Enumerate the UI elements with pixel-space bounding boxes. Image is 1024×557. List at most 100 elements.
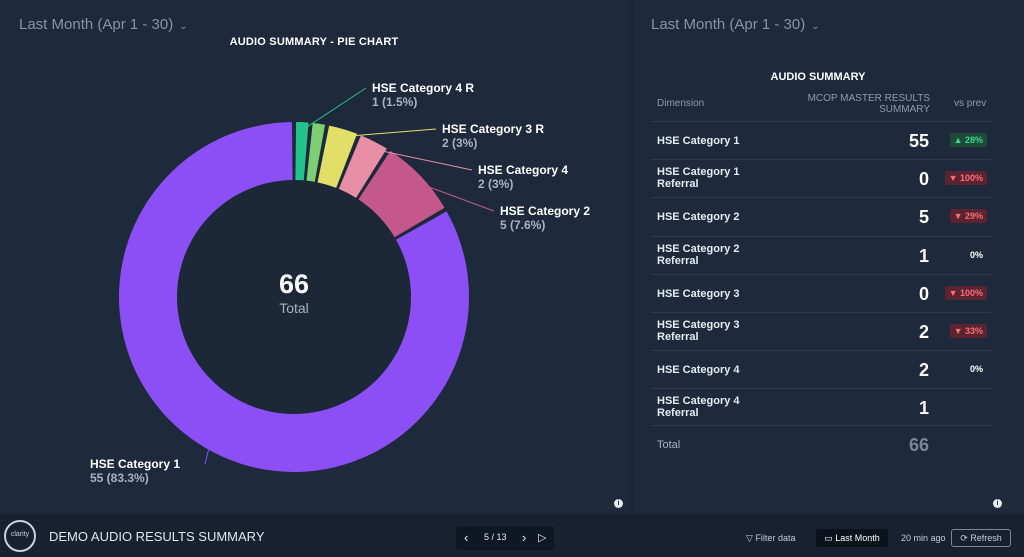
next-page-button[interactable]: › (522, 530, 527, 545)
date-range-dropdown[interactable]: Last Month (Apr 1 - 30) ⌄ (651, 16, 820, 33)
total-label: Total (279, 300, 309, 316)
donut-slice[interactable] (295, 122, 309, 181)
donut-hole (177, 180, 411, 414)
slice-name-label: HSE Category 4 R (372, 81, 474, 95)
slice-value-label: 2 (3%) (442, 136, 477, 150)
row-dimension-line1: HSE Category 4 (657, 364, 740, 377)
calendar-icon: ▭ (824, 533, 833, 543)
slice-name-label: HSE Category 1 (90, 457, 180, 471)
last-month-button[interactable]: ▭ Last Month (816, 529, 888, 547)
date-range-label: Last Month (Apr 1 - 30) (651, 16, 806, 33)
filter-data-label: Filter data (755, 533, 796, 543)
donut-chart: HSE Category 4 R1 (1.5%) HSE Category 3 R… (90, 81, 590, 485)
row-value: 1 (918, 398, 929, 419)
row-dimension-line2: Referral (657, 407, 699, 420)
change-badge: ▼ 29% (949, 209, 987, 224)
leader-line (341, 128, 437, 138)
chart-title: AUDIO SUMMARY - PIE CHART (229, 36, 399, 48)
donut-slice[interactable] (338, 135, 387, 198)
column-header-metric[interactable]: MCOP MASTER RESULTS SUMMARY (784, 93, 930, 115)
filter-data-button[interactable]: ▽ Filter data (746, 533, 795, 544)
row-dimension: HSE Category 3 (657, 288, 740, 300)
table-row: HSE Category 3 0 ▼ 100% (651, 273, 991, 313)
leader-line (414, 181, 495, 212)
column-header-vs-prev[interactable]: vs prev (954, 98, 987, 109)
slice-name-label: HSE Category 2 (500, 204, 590, 218)
row-dimension: HSE Category 4 (657, 364, 740, 376)
row-dimension: HSE Category 2 (657, 211, 740, 223)
change-badge: ▼ 100% (944, 171, 987, 186)
row-dimension-line1: HSE Category 3 (657, 319, 740, 331)
donut-slice[interactable] (306, 123, 326, 182)
table-row: HSE Category 1 Referral 0 ▼ 100% (651, 159, 991, 198)
row-dimension: HSE Category 1 Referral (657, 166, 740, 190)
table-row: HSE Category 2 Referral 1 0% (651, 235, 991, 275)
table-row: HSE Category 3 Referral 2 ▼ 33% (651, 312, 991, 351)
slice-value-label: 55 (83.3%) (90, 471, 149, 485)
row-dimension-line1: HSE Category 3 (657, 287, 740, 300)
row-dimension: HSE Category 1 (657, 135, 740, 147)
table-row: HSE Category 2 5 ▼ 29% (651, 197, 991, 236)
refresh-label: Refresh (970, 533, 1002, 543)
date-range-label: Last Month (Apr 1 - 30) (19, 16, 174, 33)
refresh-icon: ⟳ (960, 533, 968, 543)
column-header-dimension[interactable]: Dimension (657, 98, 705, 109)
prev-page-button[interactable]: ‹ (464, 530, 469, 545)
play-icon[interactable]: ▷ (538, 532, 547, 544)
filter-icon: ▽ (746, 533, 753, 543)
chevron-down-icon: ⌄ (179, 21, 188, 32)
leader-line (204, 441, 211, 465)
column-header-metric-line1: MCOP MASTER RESULTS (807, 93, 930, 104)
date-range-dropdown[interactable]: Last Month (Apr 1 - 30) ⌄ (19, 16, 188, 33)
pie-chart-panel: Last Month (Apr 1 - 30) ⌄ AUDIO SUMMARY -… (19, 16, 623, 508)
table-title: AUDIO SUMMARY (770, 71, 866, 83)
row-value: 0 (918, 283, 929, 304)
change-badge: ▲ 28% (949, 133, 987, 147)
summary-table-panel: Last Month (Apr 1 - 30) ⌄ AUDIO SUMMARY D… (634, 0, 1024, 514)
last-month-label: Last Month (835, 533, 880, 543)
report-title: DEMO AUDIO RESULTS SUMMARY (49, 529, 265, 544)
slice-value-label: 1 (1.5%) (372, 95, 417, 109)
table-row: HSE Category 4 2 0% (651, 350, 991, 389)
row-value: 0 (918, 169, 929, 190)
change-badge: ▼ 33% (949, 324, 987, 338)
row-dimension-line2: Referral (657, 331, 699, 343)
row-dimension-line1: HSE Category 1 (657, 135, 740, 147)
change-badge: ▼ 100% (944, 285, 987, 300)
refresh-button[interactable]: ⟳ Refresh (951, 529, 1011, 547)
row-dimension: HSE Category 4 Referral (657, 395, 740, 419)
row-dimension-line1: HSE Category 2 (657, 242, 740, 255)
page-indicator: 5 / 13 (484, 532, 507, 542)
chevron-down-icon: ⌄ (811, 21, 820, 32)
table-row: HSE Category 4 Referral 1 (651, 388, 991, 427)
total-row-value: 66 (908, 435, 929, 455)
slice-name-label: HSE Category 3 R (442, 122, 544, 136)
row-dimension-line1: HSE Category 2 (657, 211, 740, 224)
table-total-row: Total 66 (651, 425, 991, 464)
row-dimension: HSE Category 2 Referral (657, 243, 740, 267)
row-value: 2 (918, 360, 929, 381)
row-dimension-line1: HSE Category 4 (657, 395, 740, 408)
total-value: 66 (278, 269, 310, 299)
donut-center: 66 Total (244, 268, 344, 316)
slice-value-label: 5 (7.6%) (500, 218, 545, 232)
clarity-logo: clarity (4, 520, 36, 552)
slice-value-label: 2 (3%) (478, 177, 513, 191)
row-value: 55 (908, 131, 929, 151)
column-header-metric-line2: SUMMARY (879, 104, 930, 115)
info-icon[interactable]: i (614, 499, 623, 508)
info-icon[interactable]: i (993, 499, 1002, 508)
pagination-control: ‹ 5 / 13 › ▷ (456, 526, 554, 550)
row-dimension-line1: HSE Category 1 (657, 166, 740, 179)
row-dimension-line2: Referral (657, 178, 699, 191)
donut-slice[interactable] (118, 122, 469, 472)
leader-line (370, 148, 473, 171)
table-row: HSE Category 1 55 ▲ 28% (651, 121, 991, 160)
row-value: 5 (918, 207, 929, 228)
donut-slice[interactable] (358, 150, 445, 238)
row-value: 2 (918, 322, 929, 342)
donut-slice[interactable] (317, 125, 358, 188)
change-badge: 0% (969, 364, 983, 375)
row-dimension-line2: Referral (657, 254, 699, 267)
total-row-label: Total (657, 439, 681, 451)
